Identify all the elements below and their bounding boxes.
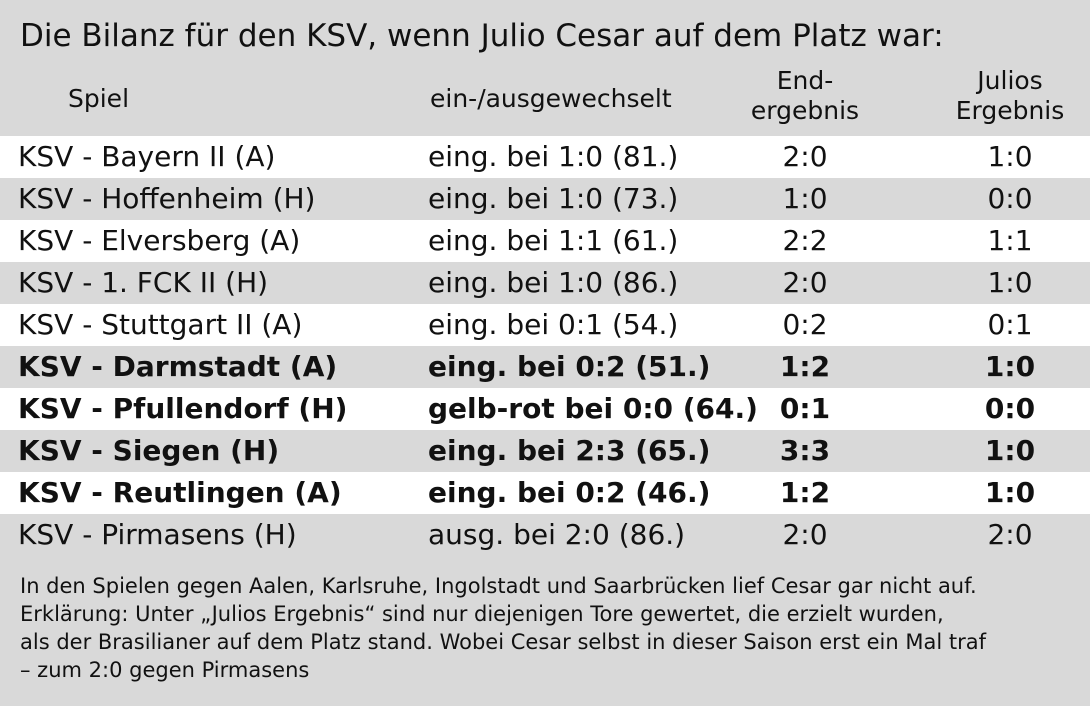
cell-wechsel: eing. bei 0:2 (46.) <box>428 476 711 509</box>
cell-wechsel: gelb-rot bei 0:0 (64.) <box>428 392 758 425</box>
cell-julios-ergebnis: 0:0 <box>984 392 1036 425</box>
footnote-line: – zum 2:0 gegen Pirmasens <box>20 658 310 682</box>
cell-julios-ergebnis: 0:0 <box>987 182 1033 215</box>
cell-julios-ergebnis: 1:0 <box>984 434 1036 467</box>
table-title: Die Bilanz für den KSV, wenn Julio Cesar… <box>20 18 944 54</box>
cell-spiel: KSV - Hoffenheim (H) <box>18 182 316 215</box>
results-table: KSV - Bayern II (A) eing. bei 1:0 (81.) 2:… <box>0 136 1090 556</box>
cell-julios-ergebnis: 1:1 <box>987 224 1033 257</box>
column-header-wechsel: ein-/ausgewechselt <box>430 84 672 113</box>
cell-endergebnis: 2:2 <box>782 224 828 257</box>
table-row: KSV - Stuttgart II (A) eing. bei 0:1 (54.… <box>0 304 1090 346</box>
footnote-line: Erklärung: Unter „Julios Ergebnis“ sind … <box>20 602 944 626</box>
table-row: KSV - Bayern II (A) eing. bei 1:0 (81.) 2:… <box>0 136 1090 178</box>
footnote-line: In den Spielen gegen Aalen, Karlsruhe, I… <box>20 574 977 598</box>
table-row: KSV - Siegen (H) eing. bei 2:3 (65.) 3:3 1:… <box>0 430 1090 472</box>
cell-spiel: KSV - Pfullendorf (H) <box>18 392 348 425</box>
cell-julios-ergebnis: 1:0 <box>987 140 1033 173</box>
column-header-endergebnis-line2: ergebnis <box>750 96 860 125</box>
column-header-endergebnis: End- ergebnis <box>740 66 870 126</box>
column-header-spiel: Spiel <box>68 84 130 113</box>
column-header-julios-line1: Julios <box>977 66 1043 95</box>
column-header-endergebnis-line1: End- <box>776 66 834 95</box>
cell-julios-ergebnis: 0:1 <box>987 308 1033 341</box>
cell-julios-ergebnis: 2:0 <box>987 518 1033 551</box>
cell-spiel: KSV - Stuttgart II (A) <box>18 308 303 341</box>
cell-endergebnis: 2:0 <box>782 266 828 299</box>
cell-spiel: KSV - Bayern II (A) <box>18 140 276 173</box>
table-row: KSV - Hoffenheim (H) eing. bei 1:0 (73.) 1… <box>0 178 1090 220</box>
column-header-julios-line2: Ergebnis <box>955 96 1065 125</box>
table-row: KSV - Elversberg (A) eing. bei 1:1 (61.) 2… <box>0 220 1090 262</box>
table-row: KSV - Pirmasens (H) ausg. bei 2:0 (86.) 2:… <box>0 514 1090 556</box>
cell-spiel: KSV - Siegen (H) <box>18 434 280 467</box>
cell-spiel: KSV - 1. FCK II (H) <box>18 266 269 299</box>
cell-wechsel: eing. bei 2:3 (65.) <box>428 434 711 467</box>
cell-spiel: KSV - Darmstadt (A) <box>18 350 338 383</box>
cell-endergebnis: 2:0 <box>782 518 828 551</box>
cell-wechsel: eing. bei 1:0 (86.) <box>428 266 679 299</box>
cell-endergebnis: 0:2 <box>782 308 828 341</box>
cell-wechsel: eing. bei 0:2 (51.) <box>428 350 711 383</box>
column-header-julios-ergebnis: Julios Ergebnis <box>945 66 1075 126</box>
cell-spiel: KSV - Elversberg (A) <box>18 224 301 257</box>
cell-wechsel: eing. bei 1:0 (73.) <box>428 182 679 215</box>
table-row: KSV - 1. FCK II (H) eing. bei 1:0 (86.) 2:… <box>0 262 1090 304</box>
table-row: KSV - Darmstadt (A) eing. bei 0:2 (51.) 1:… <box>0 346 1090 388</box>
cell-wechsel: eing. bei 1:0 (81.) <box>428 140 679 173</box>
cell-endergebnis: 1:0 <box>782 182 828 215</box>
cell-endergebnis: 1:2 <box>779 476 831 509</box>
cell-julios-ergebnis: 1:0 <box>984 350 1036 383</box>
cell-wechsel: eing. bei 0:1 (54.) <box>428 308 679 341</box>
footnotes: In den Spielen gegen Aalen, Karlsruhe, I… <box>20 572 1080 684</box>
cell-endergebnis: 0:1 <box>779 392 831 425</box>
cell-spiel: KSV - Pirmasens (H) <box>18 518 297 551</box>
cell-endergebnis: 1:2 <box>779 350 831 383</box>
footnote-line: als der Brasilianer auf dem Platz stand.… <box>20 630 986 654</box>
cell-endergebnis: 3:3 <box>779 434 831 467</box>
cell-wechsel: ausg. bei 2:0 (86.) <box>428 518 686 551</box>
cell-julios-ergebnis: 1:0 <box>987 266 1033 299</box>
cell-spiel: KSV - Reutlingen (A) <box>18 476 342 509</box>
cell-wechsel: eing. bei 1:1 (61.) <box>428 224 679 257</box>
table-row: KSV - Reutlingen (A) eing. bei 0:2 (46.) 1… <box>0 472 1090 514</box>
table-row: KSV - Pfullendorf (H) gelb-rot bei 0:0 (6… <box>0 388 1090 430</box>
cell-julios-ergebnis: 1:0 <box>984 476 1036 509</box>
cell-endergebnis: 2:0 <box>782 140 828 173</box>
